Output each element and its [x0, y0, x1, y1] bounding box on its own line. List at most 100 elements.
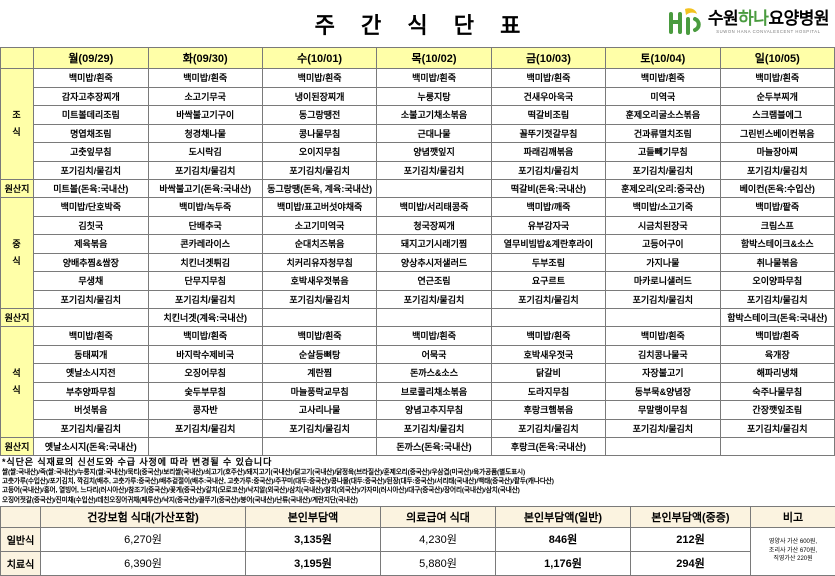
menu-cell: 건과류멸치조림	[606, 124, 720, 143]
menu-cell: 육개장	[720, 345, 834, 364]
menu-cell: 포기김치/물김치	[262, 161, 376, 180]
menu-cell: 도라지무침	[491, 382, 605, 401]
menu-cell: 돈까스&소스	[377, 364, 491, 383]
menu-cell: 양념고추지무침	[377, 401, 491, 420]
menu-cell: 미역국	[606, 87, 720, 106]
origin-declaration-line-1: 고춧가루(수입산)/포기김치, 깍김치(배추, 고춧가루:중국산)/배추겉절이(…	[2, 477, 833, 486]
menu-cell: 오이지무침	[262, 143, 376, 162]
menu-cell: 포기김치/물김치	[720, 161, 834, 180]
origin-cell	[34, 309, 148, 327]
price-cell-medicaid_meal: 4,230원	[381, 527, 496, 551]
menu-cell: 제육볶음	[34, 235, 148, 254]
menu-cell: 치킨너겟튀김	[148, 253, 262, 272]
price-header-6: 비고	[751, 506, 835, 527]
logo-name-part3: 요양병원	[768, 9, 829, 28]
menu-cell: 고사리나물	[262, 401, 376, 420]
price-row-label: 일반식	[1, 527, 41, 551]
menu-cell: 시금치된장국	[606, 216, 720, 235]
logo-name-part1: 수원	[708, 9, 738, 28]
origin-cell: 후랑크(돈육:국내산)	[491, 438, 605, 456]
menu-cell: 무말랭이무침	[606, 401, 720, 420]
price-remark: 영양사 가산 600원,조리사 가산 670원,직영가산 220원	[751, 527, 835, 575]
logo-subtitle: SUWON HANA CONVALESCENT HOSPITAL	[716, 30, 820, 34]
menu-cell: 백미밥/흰죽	[377, 69, 491, 88]
menu-cell: 백미밥/팥죽	[720, 198, 834, 217]
menu-cell: 포기김치/물김치	[491, 290, 605, 309]
origin-cell: 베이컨(돈육:수입산)	[720, 180, 834, 198]
menu-cell: 계란찜	[262, 364, 376, 383]
menu-cell: 순대치즈볶음	[262, 235, 376, 254]
menu-cell: 단배추국	[148, 216, 262, 235]
menu-cell: 백미밥/흰죽	[491, 69, 605, 88]
price-header-4: 본인부담액(일반)	[496, 506, 631, 527]
menu-cell: 양배추찜&쌈장	[34, 253, 148, 272]
table-corner-cell	[1, 48, 34, 69]
price-header-2: 본인부담액	[246, 506, 381, 527]
menu-cell: 포기김치/물김치	[148, 161, 262, 180]
origin-label: 원산지	[1, 180, 34, 198]
menu-cell: 호박새우젓국	[491, 345, 605, 364]
menu-cell: 가지나물	[606, 253, 720, 272]
menu-cell: 백미밥/흰죽	[148, 69, 262, 88]
menu-cell: 누룽지탕	[377, 87, 491, 106]
menu-cell: 간장깻잎조림	[720, 401, 834, 420]
menu-cell: 포기김치/물김치	[262, 419, 376, 438]
menu-cell: 김치콩나물국	[606, 345, 720, 364]
menu-cell: 양상추시저샐러드	[377, 253, 491, 272]
menu-cell: 양념깻잎지	[377, 143, 491, 162]
menu-cell: 백미밥/흰죽	[491, 327, 605, 346]
origin-cell	[606, 309, 720, 327]
menu-cell: 무생채	[34, 272, 148, 291]
day-header-2: 수(10/01)	[262, 48, 376, 69]
hospital-logo: 수원하나요양병원 SUWON HANA CONVALESCENT HOSPITA…	[667, 6, 829, 38]
menu-cell: 포기김치/물김치	[148, 290, 262, 309]
meal-label-char: 식	[1, 382, 33, 399]
menu-cell: 청국장찌개	[377, 216, 491, 235]
menu-cell: 돼지고기시래기찜	[377, 235, 491, 254]
menu-cell: 옛날소시지전	[34, 364, 148, 383]
menu-cell: 포기김치/물김치	[377, 290, 491, 309]
menu-cell: 두부조림	[491, 253, 605, 272]
origin-cell: 미트볼(돈육:국내산)	[34, 180, 148, 198]
menu-cell: 김칫국	[34, 216, 148, 235]
origin-declaration-line-3: 오징어젓갈(중국산)/진미채(수입산)/데친오징어귀채(페루산)/낙지(중국산)…	[2, 496, 833, 505]
menu-cell: 고등어구이	[606, 235, 720, 254]
menu-cell: 연근조림	[377, 272, 491, 291]
menu-cell: 포기김치/물김치	[606, 419, 720, 438]
day-header-5: 토(10/04)	[606, 48, 720, 69]
menu-table-header: 월(09/29)화(09/30)수(10/01)목(10/02)금(10/03)…	[1, 48, 835, 69]
origin-label: 원산지	[1, 309, 34, 327]
menu-cell: 백미밥/흰죽	[606, 69, 720, 88]
menu-cell: 부추양파무침	[34, 382, 148, 401]
menu-cell: 근대나물	[377, 124, 491, 143]
document-header: 주 간 식 단 표 수원하나요양병원 SUWON HANA CONVALESCE…	[0, 0, 835, 47]
menu-cell: 백미밥/흰죽	[720, 327, 834, 346]
origin-cell: 치킨너겟(계육:국내산)	[148, 309, 262, 327]
menu-cell: 소고기미역국	[262, 216, 376, 235]
origin-cell	[148, 438, 262, 456]
menu-cell: 취나물볶음	[720, 253, 834, 272]
menu-cell: 포기김치/물김치	[491, 161, 605, 180]
menu-cell: 냉이된장찌개	[262, 87, 376, 106]
price-header-3: 의료급여 식대	[381, 506, 496, 527]
hana-leaf-icon	[667, 6, 703, 38]
origin-cell: 돈까스(돈육:국내산)	[377, 438, 491, 456]
menu-cell: 훈제오리굴소스볶음	[606, 106, 720, 125]
origin-cell: 동그랑땡(돈육, 계육:국내산)	[262, 180, 376, 198]
menu-cell: 고들빼기무침	[606, 143, 720, 162]
menu-cell: 콘카레라이스	[148, 235, 262, 254]
price-cell-self_pay_general: 846원	[496, 527, 631, 551]
origin-cell	[720, 438, 834, 456]
menu-cell: 호박새우젓볶음	[262, 272, 376, 291]
